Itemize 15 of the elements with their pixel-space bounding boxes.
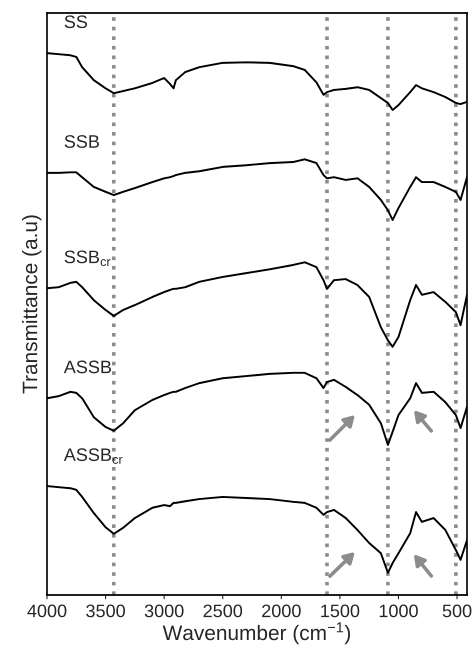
x-tick-label: 1500: [321, 604, 360, 618]
x-tick-label: 2500: [204, 604, 242, 618]
x-tick-label: 3000: [144, 604, 184, 618]
series-label: SS: [64, 15, 88, 28]
x-tick-label: 500: [442, 604, 472, 618]
series-label: ASSB$_{cr}$: [64, 448, 122, 464]
series-label: SSB: [64, 135, 99, 148]
series-label: ASSB: [64, 360, 112, 374]
x-tick-label: 4000: [27, 604, 66, 618]
x-tick-label: 3500: [86, 604, 125, 618]
x-tick-label: 2000: [262, 604, 301, 618]
series-label: SSB$_{cr}$: [64, 250, 110, 266]
y-axis-title: Transmittance (a.u): [22, 215, 42, 394]
x-axis-title: Wavenumber (cm$^{−1}$): [162, 622, 350, 644]
x-tick-label: 1000: [380, 604, 418, 618]
